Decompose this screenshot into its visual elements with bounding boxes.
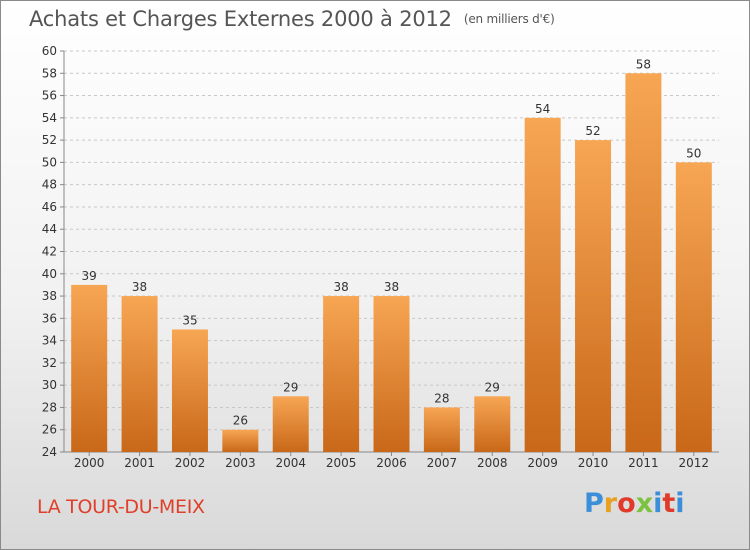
y-tick-label: 48 bbox=[42, 178, 57, 192]
x-tick-label-2012: 2012 bbox=[679, 456, 710, 470]
logo-letter: t bbox=[662, 488, 676, 519]
chart-unit-subtitle: (en milliers d'€) bbox=[463, 12, 555, 26]
bar-2006 bbox=[373, 296, 410, 452]
logo-letter: P bbox=[584, 488, 604, 519]
y-tick-label: 58 bbox=[42, 66, 57, 80]
bar-2005 bbox=[323, 296, 360, 452]
logo-letter: i bbox=[675, 488, 685, 519]
value-label-2001: 38 bbox=[132, 280, 147, 294]
bar-2001 bbox=[121, 296, 158, 452]
logo-letter: i bbox=[653, 488, 663, 519]
x-tick-label-2000: 2000 bbox=[74, 456, 105, 470]
y-tick-label: 56 bbox=[42, 89, 57, 103]
value-label-2010: 52 bbox=[585, 124, 600, 138]
value-label-2008: 29 bbox=[485, 380, 500, 394]
logo-letter: r bbox=[603, 488, 618, 519]
y-tick-label: 42 bbox=[42, 245, 57, 259]
value-label-2009: 54 bbox=[535, 102, 550, 116]
x-tick-label-2010: 2010 bbox=[578, 456, 609, 470]
y-tick-label: 52 bbox=[42, 133, 57, 147]
x-tick-label-2003: 2003 bbox=[225, 456, 256, 470]
y-tick-label: 40 bbox=[42, 267, 57, 281]
x-tick-label-2011: 2011 bbox=[628, 456, 659, 470]
bar-2002 bbox=[171, 329, 208, 452]
place-name: LA TOUR-DU-MEIX bbox=[37, 496, 205, 518]
y-tick-label: 26 bbox=[42, 423, 57, 437]
bar-2009 bbox=[524, 117, 561, 452]
y-tick-label: 60 bbox=[42, 44, 57, 58]
bar-2007 bbox=[423, 407, 460, 452]
logo-letter: x bbox=[635, 488, 654, 519]
x-tick-label-2005: 2005 bbox=[326, 456, 357, 470]
logo-letter: o bbox=[617, 488, 636, 519]
bar-2010 bbox=[575, 140, 612, 452]
x-tick-label-2001: 2001 bbox=[124, 456, 155, 470]
x-tick-label-2008: 2008 bbox=[477, 456, 508, 470]
value-label-2006: 38 bbox=[384, 280, 399, 294]
bar-2008 bbox=[474, 396, 511, 452]
proxiti-logo: Proxiti bbox=[584, 488, 685, 519]
y-tick-label: 30 bbox=[42, 378, 57, 392]
y-tick-label: 54 bbox=[42, 111, 57, 125]
chart-title: Achats et Charges Externes 2000 à 2012 (e… bbox=[29, 7, 555, 31]
bar-2004 bbox=[272, 396, 309, 452]
x-tick-label-2002: 2002 bbox=[175, 456, 206, 470]
bar-2012 bbox=[675, 162, 712, 452]
y-tick-label: 44 bbox=[42, 222, 57, 236]
y-tick-label: 50 bbox=[42, 155, 57, 169]
y-tick-label: 32 bbox=[42, 356, 57, 370]
chart-title-text: Achats et Charges Externes 2000 à 2012 bbox=[29, 7, 452, 31]
bar-2003 bbox=[222, 429, 259, 452]
bar-2000 bbox=[71, 284, 108, 452]
value-label-2002: 35 bbox=[182, 313, 197, 327]
y-tick-label: 38 bbox=[42, 289, 57, 303]
y-tick-label: 46 bbox=[42, 200, 57, 214]
bar-2011 bbox=[625, 73, 662, 453]
y-tick-label: 36 bbox=[42, 311, 57, 325]
x-tick-label-2007: 2007 bbox=[427, 456, 458, 470]
y-tick-label: 24 bbox=[42, 445, 57, 459]
y-tick-label: 28 bbox=[42, 400, 57, 414]
x-tick-label-2009: 2009 bbox=[527, 456, 558, 470]
x-tick-label-2004: 2004 bbox=[275, 456, 306, 470]
x-tick-label-2006: 2006 bbox=[376, 456, 407, 470]
value-label-2004: 29 bbox=[283, 380, 298, 394]
value-label-2003: 26 bbox=[233, 414, 248, 428]
value-label-2012: 50 bbox=[686, 146, 701, 160]
value-label-2011: 58 bbox=[636, 57, 651, 71]
value-label-2007: 28 bbox=[434, 391, 449, 405]
value-label-2000: 39 bbox=[82, 269, 97, 283]
value-label-2005: 38 bbox=[333, 280, 348, 294]
y-tick-label: 34 bbox=[42, 334, 57, 348]
